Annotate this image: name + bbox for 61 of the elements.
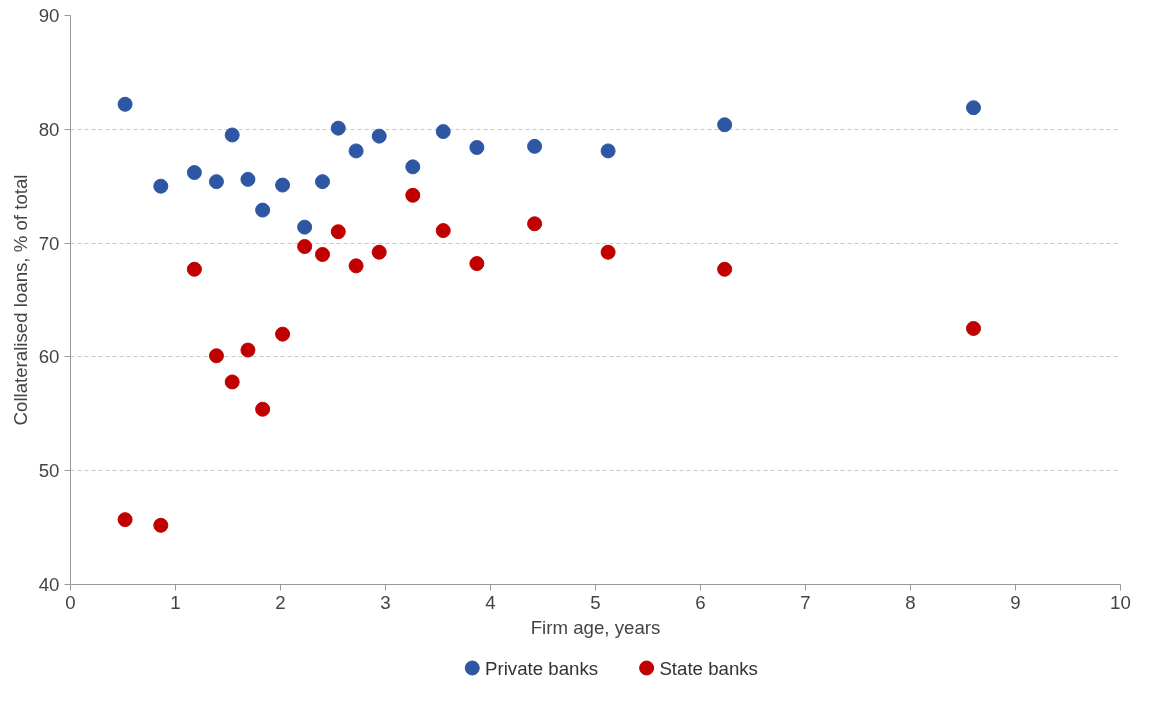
y-tick-label: 40	[38, 574, 60, 595]
point	[371, 244, 387, 260]
point	[405, 159, 421, 175]
point	[117, 96, 133, 112]
point	[717, 117, 733, 133]
point	[224, 374, 240, 390]
x-tick-label: 2	[275, 591, 286, 613]
point	[275, 326, 291, 342]
point	[275, 177, 291, 193]
legend-label: Private banks	[485, 657, 599, 679]
point	[405, 187, 421, 203]
point	[208, 174, 224, 190]
y-tick-label: 50	[38, 460, 60, 482]
x-tick-label: 4	[485, 591, 496, 613]
point	[153, 178, 169, 194]
point	[255, 401, 271, 417]
y-tick-label: 90	[38, 5, 60, 26]
point	[297, 239, 313, 254]
x-tick-label: 8	[905, 591, 916, 613]
x-tick-label: 9	[1010, 591, 1021, 613]
point	[469, 140, 485, 155]
x-tick-label: 0	[65, 591, 76, 613]
y-tick-label: 60	[38, 346, 60, 368]
point	[966, 320, 981, 336]
point	[330, 224, 346, 240]
point	[966, 100, 981, 116]
point	[348, 143, 364, 159]
x-tick-label: 5	[590, 591, 601, 613]
point	[208, 348, 224, 364]
x-tick-label: 1	[170, 591, 181, 613]
point	[240, 342, 256, 358]
point	[600, 143, 616, 159]
x-axis-title: Firm age, years	[530, 616, 661, 638]
point	[527, 216, 543, 232]
point	[600, 244, 616, 260]
point	[717, 261, 733, 277]
point	[240, 171, 256, 187]
point	[371, 128, 387, 144]
point	[255, 202, 271, 218]
point	[435, 223, 451, 239]
x-tick-label: 6	[695, 591, 706, 613]
point	[186, 165, 202, 181]
y-tick-label: 80	[38, 118, 60, 140]
y-axis-title: Collateralised loans, % of total	[9, 174, 31, 426]
point	[315, 246, 330, 262]
x-tick-label: 10	[1110, 591, 1131, 613]
point	[297, 219, 313, 235]
y-tick-label: 70	[38, 232, 60, 254]
point	[224, 127, 240, 143]
point	[330, 120, 346, 136]
point	[469, 256, 485, 272]
legend-label: State banks	[659, 657, 758, 679]
point	[117, 512, 133, 528]
point	[315, 174, 330, 190]
point	[435, 124, 451, 140]
x-tick-label: 3	[380, 591, 391, 613]
point	[348, 258, 364, 274]
point	[527, 138, 543, 154]
point	[153, 517, 169, 533]
point	[186, 261, 202, 277]
x-tick-label: 7	[800, 591, 811, 613]
